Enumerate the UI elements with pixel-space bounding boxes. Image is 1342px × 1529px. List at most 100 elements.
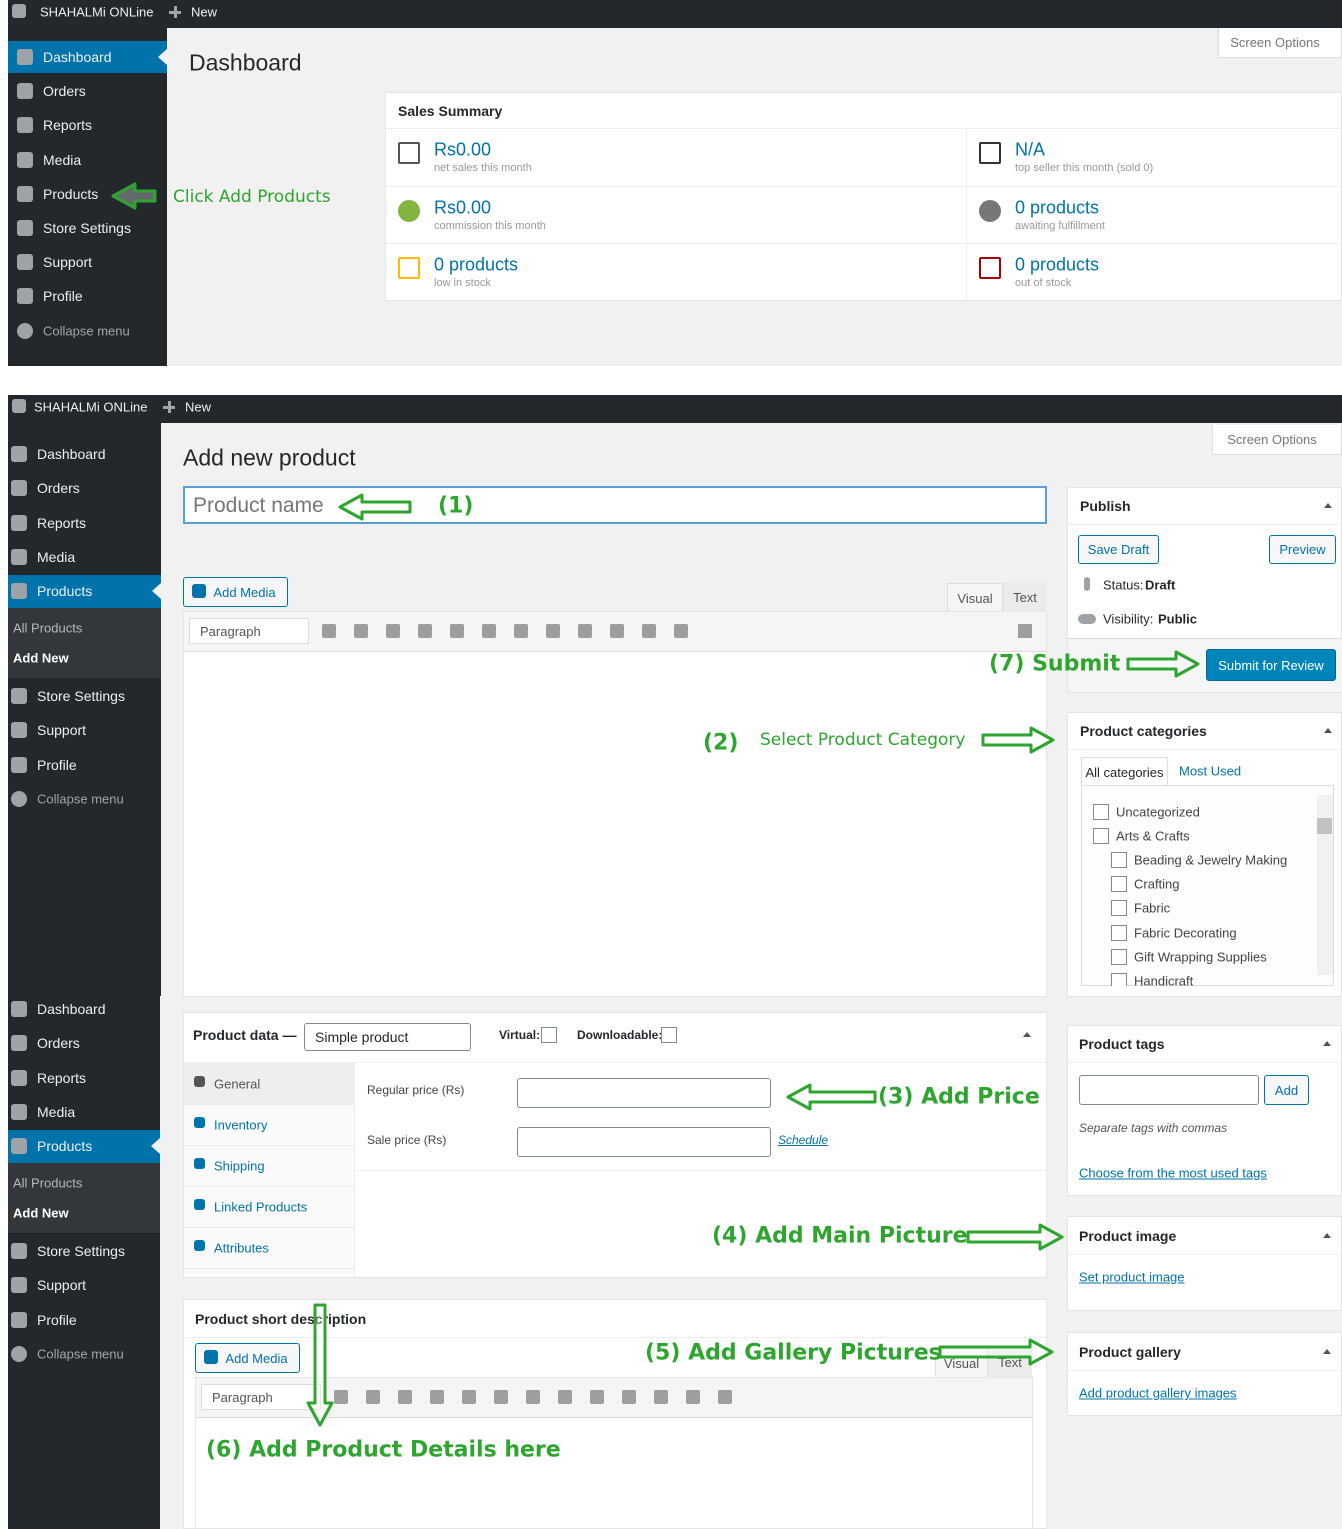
toolbar-icon[interactable] xyxy=(366,1390,380,1404)
schedule-link[interactable]: Schedule xyxy=(778,1133,829,1147)
menu-item[interactable]: Support xyxy=(37,722,87,739)
toolbar-icon[interactable] xyxy=(430,1390,444,1404)
product-data-tab[interactable]: Shipping xyxy=(214,1158,265,1174)
toolbar-icon[interactable] xyxy=(450,624,464,638)
save-draft-button[interactable]: Save Draft xyxy=(1078,535,1159,564)
toolbar-icon[interactable] xyxy=(674,624,688,638)
menu-item[interactable]: Products xyxy=(37,1138,93,1154)
stat-value[interactable]: 0 products xyxy=(1015,254,1100,275)
link[interactable]: Choose from the most used tags xyxy=(1079,1165,1267,1181)
submenu-item[interactable]: All Products xyxy=(13,620,83,636)
menu-item[interactable]: Collapse menu xyxy=(43,323,130,339)
menu-item[interactable]: Collapse menu xyxy=(37,1346,124,1362)
toolbar-icon[interactable] xyxy=(590,1390,604,1404)
product-data-tab[interactable]: Inventory xyxy=(214,1117,268,1133)
site-name[interactable]: SHAHALMi ONLine xyxy=(40,4,154,20)
stat-value[interactable]: 0 products xyxy=(1015,197,1100,217)
link[interactable]: Set product image xyxy=(1079,1269,1185,1285)
stat-value[interactable]: Rs0.00 xyxy=(434,197,492,217)
checkbox[interactable] xyxy=(541,1027,557,1043)
checkbox[interactable] xyxy=(1111,924,1127,941)
toolbar-icon[interactable] xyxy=(418,624,432,638)
menu-item[interactable]: Reports xyxy=(43,117,93,134)
menu-item[interactable]: Store Settings xyxy=(43,220,131,236)
toolbar-icon[interactable] xyxy=(386,624,400,638)
menu-item[interactable]: Products xyxy=(43,185,99,202)
editor-tab[interactable]: Text xyxy=(1003,583,1047,612)
toolbar-icon[interactable] xyxy=(322,624,336,638)
editor-tab[interactable]: Visual xyxy=(935,1348,988,1377)
submenu-item[interactable]: All Products xyxy=(13,1175,83,1191)
editor-tab[interactable]: Text xyxy=(988,1348,1032,1377)
format-select[interactable]: Paragraph xyxy=(201,1384,321,1410)
checkbox[interactable] xyxy=(1111,900,1127,917)
toolbar-icon[interactable] xyxy=(334,1390,348,1404)
submit-button[interactable]: Submit for Review xyxy=(1206,649,1336,681)
menu-item[interactable]: Orders xyxy=(37,480,80,497)
menu-item[interactable]: Media xyxy=(37,1103,76,1120)
toolbar-icon[interactable] xyxy=(654,1390,668,1404)
toolbar-icon[interactable] xyxy=(622,1390,636,1404)
toolbar-icon[interactable] xyxy=(558,1390,572,1404)
menu-item[interactable]: Profile xyxy=(43,288,83,305)
checkbox[interactable] xyxy=(661,1027,677,1043)
toggle-arrow[interactable] xyxy=(1324,728,1332,733)
toggle-arrow[interactable] xyxy=(1324,503,1332,508)
stat-value[interactable]: N/A xyxy=(1015,139,1046,160)
toolbar-icon[interactable] xyxy=(462,1390,476,1404)
submenu-item[interactable]: Add New xyxy=(13,1205,69,1221)
menu-item[interactable]: Reports xyxy=(37,514,87,531)
menu-item[interactable]: Dashboard xyxy=(43,49,112,65)
product-data-tab[interactable]: General xyxy=(214,1076,261,1092)
menu-item[interactable]: Media xyxy=(37,548,76,565)
toolbar-icon[interactable] xyxy=(578,624,592,638)
stat-value[interactable]: 0 products xyxy=(434,254,519,275)
price-input[interactable] xyxy=(517,1078,771,1108)
menu-item[interactable]: Reports xyxy=(37,1069,87,1086)
menu-item[interactable]: Orders xyxy=(43,83,86,100)
menu-item[interactable]: Products xyxy=(37,583,93,599)
screen-options[interactable]: Screen Options xyxy=(1212,425,1342,455)
toolbar-icon[interactable] xyxy=(610,624,624,638)
stat-value[interactable]: Rs0.00 xyxy=(434,139,492,160)
toggle-arrow[interactable] xyxy=(1323,1041,1331,1046)
screen-options[interactable]: Screen Options xyxy=(1218,28,1342,58)
submenu-item[interactable]: Add New xyxy=(13,650,69,666)
menu-item[interactable]: Support xyxy=(43,254,93,271)
checkbox[interactable] xyxy=(1111,876,1127,893)
new-link[interactable]: New xyxy=(185,399,212,415)
toolbar-icon[interactable] xyxy=(482,624,496,638)
menu-item[interactable]: Collapse menu xyxy=(37,791,124,807)
menu-item[interactable]: Dashboard xyxy=(37,446,106,462)
checkbox[interactable] xyxy=(1093,828,1109,844)
product-name-input[interactable] xyxy=(183,486,1047,524)
product-data-tab[interactable]: Attributes xyxy=(214,1240,269,1256)
add-tag-button[interactable]: Add xyxy=(1264,1075,1309,1105)
toolbar-icon[interactable] xyxy=(642,624,656,638)
checkbox[interactable] xyxy=(1093,804,1109,820)
category-tab[interactable]: Most Used xyxy=(1179,763,1242,779)
toolbar-icon[interactable] xyxy=(718,1390,732,1404)
menu-item[interactable]: Profile xyxy=(37,756,77,773)
tag-input[interactable] xyxy=(1079,1075,1259,1105)
menu-item[interactable]: Support xyxy=(37,1277,87,1294)
toggle-arrow[interactable] xyxy=(1323,1349,1331,1354)
preview-button[interactable]: Preview xyxy=(1269,535,1336,564)
toolbar-icon[interactable] xyxy=(546,624,560,638)
toolbar-icon[interactable] xyxy=(686,1390,700,1404)
toolbar-icon[interactable] xyxy=(494,1390,508,1404)
toolbar-icon[interactable] xyxy=(398,1390,412,1404)
format-select[interactable]: Paragraph xyxy=(189,618,309,644)
toolbar-icon[interactable] xyxy=(526,1390,540,1404)
site-name[interactable]: SHAHALMi ONLine xyxy=(34,399,148,415)
product-data-tab[interactable]: Linked Products xyxy=(214,1199,308,1215)
menu-item[interactable]: Media xyxy=(43,151,82,168)
menu-item[interactable]: Profile xyxy=(37,1311,77,1328)
menu-item[interactable]: Dashboard xyxy=(37,1001,106,1017)
menu-item[interactable]: Store Settings xyxy=(37,1243,125,1259)
product-type-select[interactable]: Simple product xyxy=(304,1023,471,1051)
toolbar-icon[interactable] xyxy=(354,624,368,638)
checkbox[interactable] xyxy=(1111,948,1127,965)
link[interactable]: Add product gallery images xyxy=(1079,1385,1237,1401)
toggle-arrow[interactable] xyxy=(1323,1233,1331,1238)
